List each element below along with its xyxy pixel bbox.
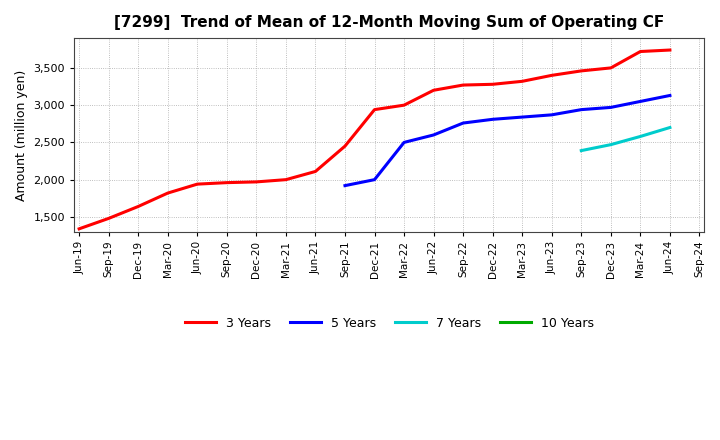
Y-axis label: Amount (million yen): Amount (million yen) (15, 70, 28, 201)
Title: [7299]  Trend of Mean of 12-Month Moving Sum of Operating CF: [7299] Trend of Mean of 12-Month Moving … (114, 15, 665, 30)
Legend: 3 Years, 5 Years, 7 Years, 10 Years: 3 Years, 5 Years, 7 Years, 10 Years (179, 312, 599, 335)
